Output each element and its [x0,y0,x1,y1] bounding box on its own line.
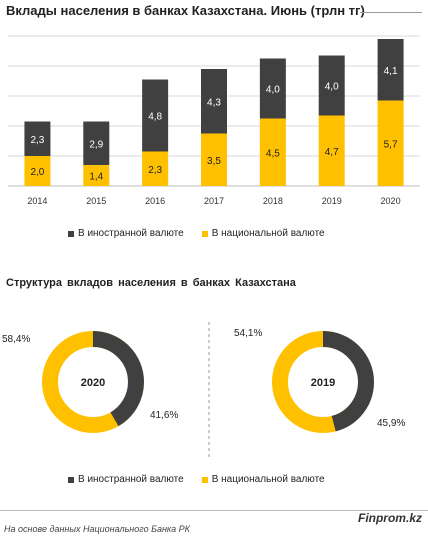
donut-2019: 2019 [272,331,374,433]
donut-center-label-2019: 2019 [311,377,335,389]
brand-logo-text: Finprom.kz [357,511,422,525]
data-label-foreign-2014: 2,3 [30,135,44,146]
bar-foreign-2020 [377,39,404,101]
donut-legend: В иностранной валюте В национальной валю… [68,474,343,485]
data-label-national-2018: 4,5 [266,148,280,159]
legend-item-foreign: В иностранной валюте [68,228,184,239]
legend-label-national: В национальной валюте [211,228,325,239]
data-label-foreign-2020: 4,1 [384,66,398,77]
legend-item-foreign: В иностранной валюте [68,474,184,485]
bar-foreign-2019 [318,55,345,116]
legend-swatch-national [201,476,208,483]
data-label-foreign-2019: 4,0 [325,82,339,93]
bar-foreign-2016 [142,79,169,152]
data-label-foreign-2016: 4,8 [148,112,162,123]
x-tick-label-2015: 2015 [86,196,106,206]
legend-swatch-national [201,230,208,237]
data-label-national-2019: 4,7 [325,147,339,158]
x-tick-label-2016: 2016 [145,196,165,206]
x-tick-label-2017: 2017 [204,196,224,206]
data-label-foreign-2017: 4,3 [207,97,221,108]
donut-section-title: Структура вкладов населения в банках Каз… [6,277,296,289]
slice-label-foreign-2020: 41,6% [150,410,178,421]
footer-rule [0,510,428,511]
source-note: На основе данных Национального Банка РК [4,524,190,534]
bar-foreign-2015 [83,121,110,165]
bar-national-2019 [318,115,345,186]
bar-national-2015 [83,165,110,186]
slice-foreign-2020 [42,331,144,433]
x-tick-label-2018: 2018 [263,196,283,206]
donut-center-label-2020: 2020 [81,377,105,389]
donut-2020: 2020 [42,331,144,433]
x-tick-label-2019: 2019 [322,196,342,206]
donut-charts: 2020 41,6% 58,4% 2019 45,9% 54,1% [2,322,405,458]
slice-label-national-2019: 54,1% [234,328,262,339]
x-tick-label-2020: 2020 [381,196,401,206]
bar-national-2016 [142,151,169,186]
bar-legend: В иностранной валюте В национальной валю… [68,228,343,239]
legend-label-national: В национальной валюте [211,474,325,485]
bar-foreign-2018 [259,58,286,119]
data-label-foreign-2015: 2,9 [89,139,103,150]
bar-national-2020 [377,100,404,186]
data-label-national-2017: 3,5 [207,156,221,167]
data-label-national-2014: 2,0 [30,167,44,178]
legend-swatch-foreign [68,230,74,237]
slice-foreign-2019 [272,331,374,433]
bar-foreign-2017 [201,69,227,134]
stacked-bar-chart: 2,0 2,3 2014 1,4 2,9 2015 2,3 4,8 2016 3,5 4,3 2017… [8,35,420,206]
data-label-national-2016: 2,3 [148,165,162,176]
slice-label-foreign-2019: 45,9% [377,418,405,429]
bar-foreign-2014 [24,121,51,156]
legend-label-foreign: В иностранной валюте [78,474,184,485]
legend-label-foreign: В иностранной валюте [78,228,184,239]
slice-label-national-2020: 58,4% [2,334,30,345]
title-rule [360,12,422,13]
legend-swatch-foreign [68,476,74,483]
data-label-national-2015: 1,4 [89,172,103,183]
bar-national-2017 [201,133,227,186]
legend-item-national: В национальной валюте [201,474,325,485]
legend-item-national: В национальной валюте [201,228,325,239]
chart-title: Вклады населения в банках Казахстана. Ию… [6,3,365,18]
bar-national-2018 [259,118,286,186]
data-label-foreign-2018: 4,0 [266,85,280,96]
bar-national-2014 [24,156,51,186]
data-label-national-2020: 5,7 [384,139,398,150]
x-tick-label-2014: 2014 [27,196,47,206]
